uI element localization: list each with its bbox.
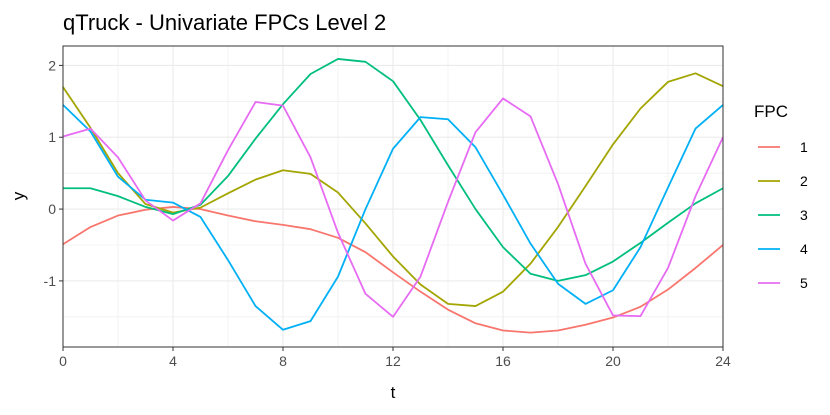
x-tick-label: 24 <box>715 353 731 369</box>
series-line-5 <box>62 97 724 318</box>
legend-label-1: 1 <box>800 139 808 155</box>
y-axis-title: y <box>9 191 28 200</box>
legend-label-3: 3 <box>800 207 808 223</box>
legend-title: FPC <box>754 102 788 121</box>
series-line-2 <box>62 72 724 307</box>
series-line-4 <box>62 104 724 331</box>
x-tick-label: 16 <box>495 353 511 369</box>
x-tick-label: 8 <box>279 353 287 369</box>
x-axis-title: t <box>391 383 396 402</box>
legend: FPC 1 2 3 4 5 <box>754 102 808 291</box>
y-tick-label: -1 <box>44 273 57 289</box>
x-tick-label: 0 <box>59 353 67 369</box>
chart-title: qTruck - Univariate FPCs Level 2 <box>63 10 386 35</box>
series-line-3 <box>63 58 724 282</box>
y-tick-label: 2 <box>48 57 56 73</box>
x-tick-label: 4 <box>169 353 177 369</box>
x-tick-label: 20 <box>605 353 621 369</box>
x-tick-label: 12 <box>385 353 401 369</box>
series-line-1 <box>62 206 724 334</box>
y-tick-label: 0 <box>48 201 56 217</box>
legend-label-2: 2 <box>800 173 808 189</box>
y-tick-label: 1 <box>48 129 56 145</box>
legend-label-5: 5 <box>800 275 808 291</box>
series-lines <box>62 58 724 334</box>
legend-label-4: 4 <box>800 241 808 257</box>
